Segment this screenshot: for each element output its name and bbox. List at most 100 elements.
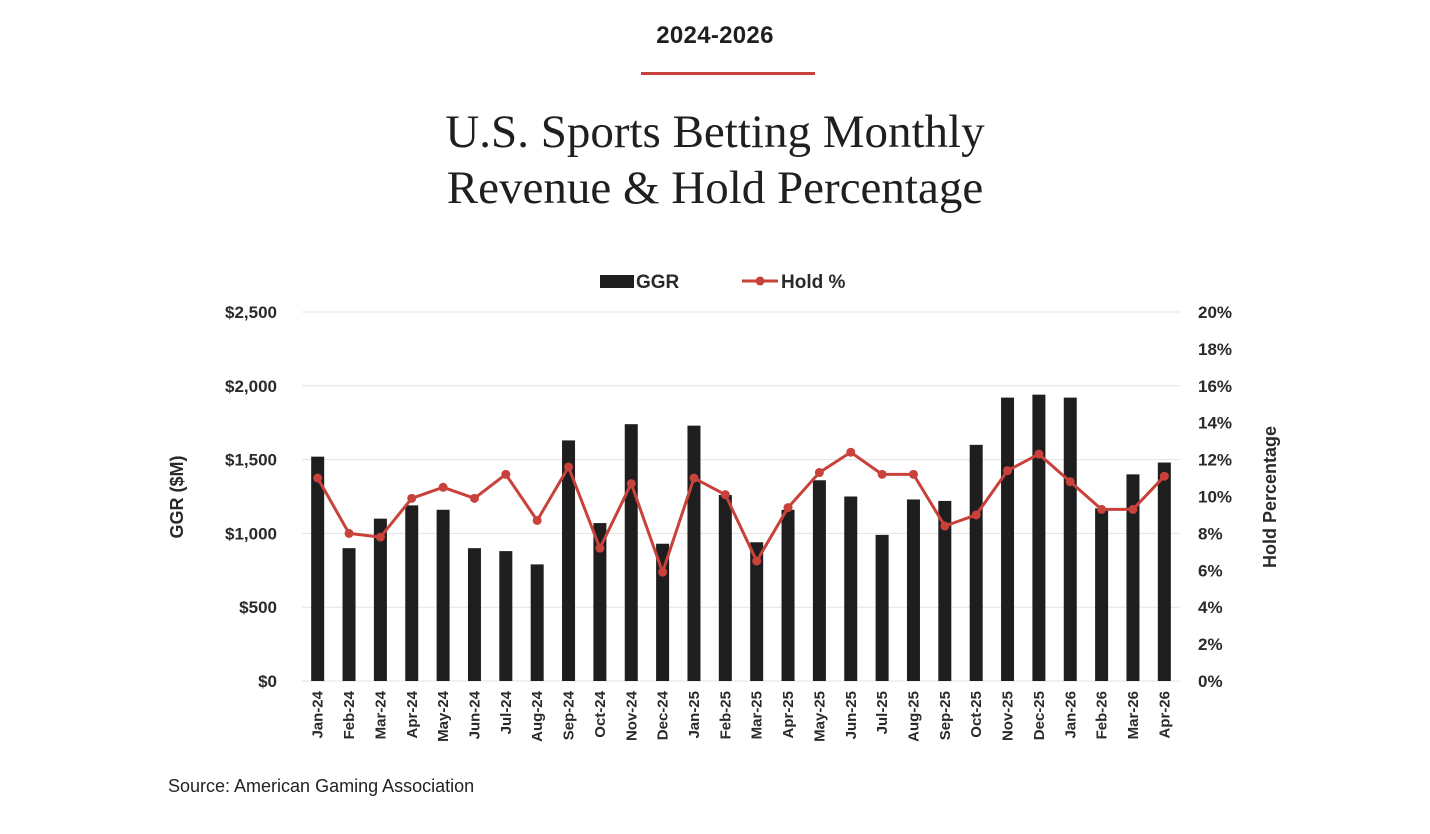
x-tick-label: Apr-26 — [1156, 691, 1173, 739]
bar-mar-26 — [1126, 474, 1140, 681]
x-tick-label: Nov-25 — [1000, 691, 1017, 741]
y-tick-label: $1,000 — [225, 524, 277, 543]
hold-point-nov-24 — [626, 479, 636, 489]
chart-title: U.S. Sports Betting Monthly Revenue & Ho… — [0, 104, 1430, 216]
hold-point-jun-25 — [846, 447, 856, 457]
bar-feb-26 — [1095, 508, 1109, 681]
hold-point-dec-25 — [1034, 449, 1044, 459]
bar-sep-25 — [938, 500, 952, 681]
hold-point-jan-26 — [1065, 477, 1075, 487]
bar-sep-24 — [562, 440, 576, 681]
hold-point-feb-25 — [720, 490, 730, 500]
y2-tick-label: 20% — [1198, 303, 1232, 322]
x-tick-label: Aug-24 — [529, 690, 546, 741]
bar-apr-25 — [781, 509, 795, 681]
bar-may-24 — [436, 509, 450, 681]
x-tick-label: Jul-24 — [498, 690, 515, 734]
y2-tick-label: 18% — [1198, 340, 1232, 359]
hold-line — [313, 447, 1169, 577]
bar-nov-24 — [624, 424, 638, 681]
x-tick-label: Dec-24 — [655, 690, 672, 740]
y-tick-label: $2,500 — [225, 303, 277, 322]
x-tick-label: Nov-24 — [623, 690, 640, 741]
hold-point-may-24 — [438, 482, 448, 492]
bar-jun-24 — [467, 548, 481, 681]
x-tick-label: Mar-25 — [749, 691, 766, 739]
gridlines — [302, 311, 1180, 682]
x-tick-label: Dec-25 — [1031, 691, 1048, 740]
x-tick-label: Feb-25 — [717, 691, 734, 739]
hold-point-jul-25 — [877, 469, 887, 479]
hold-point-mar-26 — [1128, 504, 1138, 514]
right-axis-label: Hold Percentage — [1260, 426, 1280, 568]
y-tick-label: $500 — [239, 598, 277, 617]
bar-jun-25 — [844, 496, 858, 681]
hold-point-mar-24 — [375, 532, 385, 542]
hold-point-nov-25 — [1003, 466, 1013, 476]
x-tick-label: Feb-26 — [1094, 691, 1111, 739]
bar-apr-24 — [405, 505, 419, 681]
y2-tick-label: 8% — [1198, 524, 1223, 543]
bar-nov-25 — [1001, 397, 1015, 681]
y2-tick-label: 6% — [1198, 561, 1223, 580]
hold-point-apr-24 — [407, 493, 417, 503]
ggr-bars — [311, 394, 1171, 681]
hold-point-jul-24 — [501, 469, 511, 479]
bar-oct-24 — [593, 523, 607, 681]
hold-point-aug-24 — [532, 515, 542, 525]
legend-marker-hold — [755, 276, 765, 286]
y2-tick-label: 16% — [1198, 377, 1232, 396]
hold-point-may-25 — [814, 468, 824, 478]
x-tick-label: Oct-25 — [968, 691, 985, 738]
bar-apr-26 — [1157, 462, 1171, 681]
hold-point-jan-25 — [689, 473, 699, 483]
x-tick-label: Sep-25 — [937, 691, 954, 740]
x-tick-label: Apr-24 — [404, 690, 421, 738]
legend-swatch-ggr — [600, 275, 634, 288]
bar-aug-24 — [530, 564, 544, 681]
chart-title-line-2: Revenue & Hold Percentage — [446, 162, 984, 214]
y-tick-label: $1,500 — [225, 451, 277, 470]
hold-point-jan-24 — [313, 473, 323, 483]
bar-feb-24 — [342, 548, 356, 681]
x-tick-label: Sep-24 — [561, 690, 578, 740]
x-tick-label: May-24 — [435, 690, 452, 742]
y2-tick-label: 14% — [1198, 414, 1232, 433]
x-tick-label: Feb-24 — [341, 690, 358, 739]
hold-point-dec-24 — [658, 567, 668, 577]
source-note: Source: American Gaming Association — [168, 776, 475, 796]
right-axis-ticks: 0% 2% 4% 6% 8% 10% 12% 14% 16% 18% 20% — [1198, 303, 1232, 691]
hold-point-mar-25 — [752, 556, 762, 566]
x-tick-label: Oct-24 — [592, 690, 609, 737]
left-axis-ticks: $0 $500 $1,000 $1,500 $2,000 $2,500 — [225, 303, 277, 691]
bar-mar-24 — [373, 518, 387, 681]
hold-point-apr-26 — [1159, 471, 1169, 481]
bar-dec-25 — [1032, 394, 1046, 681]
x-tick-label: Jun-25 — [843, 691, 860, 739]
hold-point-oct-24 — [595, 543, 605, 553]
bar-jan-26 — [1063, 397, 1077, 681]
bar-oct-25 — [969, 444, 983, 681]
x-tick-label: Jan-26 — [1062, 691, 1079, 739]
hold-point-apr-25 — [783, 503, 793, 513]
x-axis-ticks: Jan-24 Feb-24 Mar-24 Apr-24 May-24 Jun-24 Jul-… — [310, 690, 1174, 742]
x-tick-label: Jul-25 — [874, 691, 891, 734]
x-tick-label: Apr-25 — [780, 691, 797, 739]
bar-jul-24 — [499, 551, 513, 681]
title-divider — [641, 72, 815, 75]
bar-mar-25 — [750, 542, 764, 681]
x-tick-label: Jan-24 — [310, 690, 327, 738]
legend-label-hold: Hold % — [781, 272, 845, 293]
hold-point-aug-25 — [908, 469, 918, 479]
hold-point-sep-25 — [940, 521, 950, 531]
x-tick-label: Mar-26 — [1125, 691, 1142, 739]
hold-point-jun-24 — [469, 493, 479, 503]
hold-point-oct-25 — [971, 510, 981, 520]
x-tick-label: Mar-24 — [372, 690, 389, 739]
bar-may-25 — [812, 480, 826, 681]
y2-tick-label: 4% — [1198, 598, 1223, 617]
bar-feb-25 — [718, 495, 732, 681]
x-tick-label: May-25 — [811, 691, 828, 742]
chart-kicker: 2024-2026 — [656, 22, 774, 49]
bar-dec-24 — [656, 543, 670, 681]
